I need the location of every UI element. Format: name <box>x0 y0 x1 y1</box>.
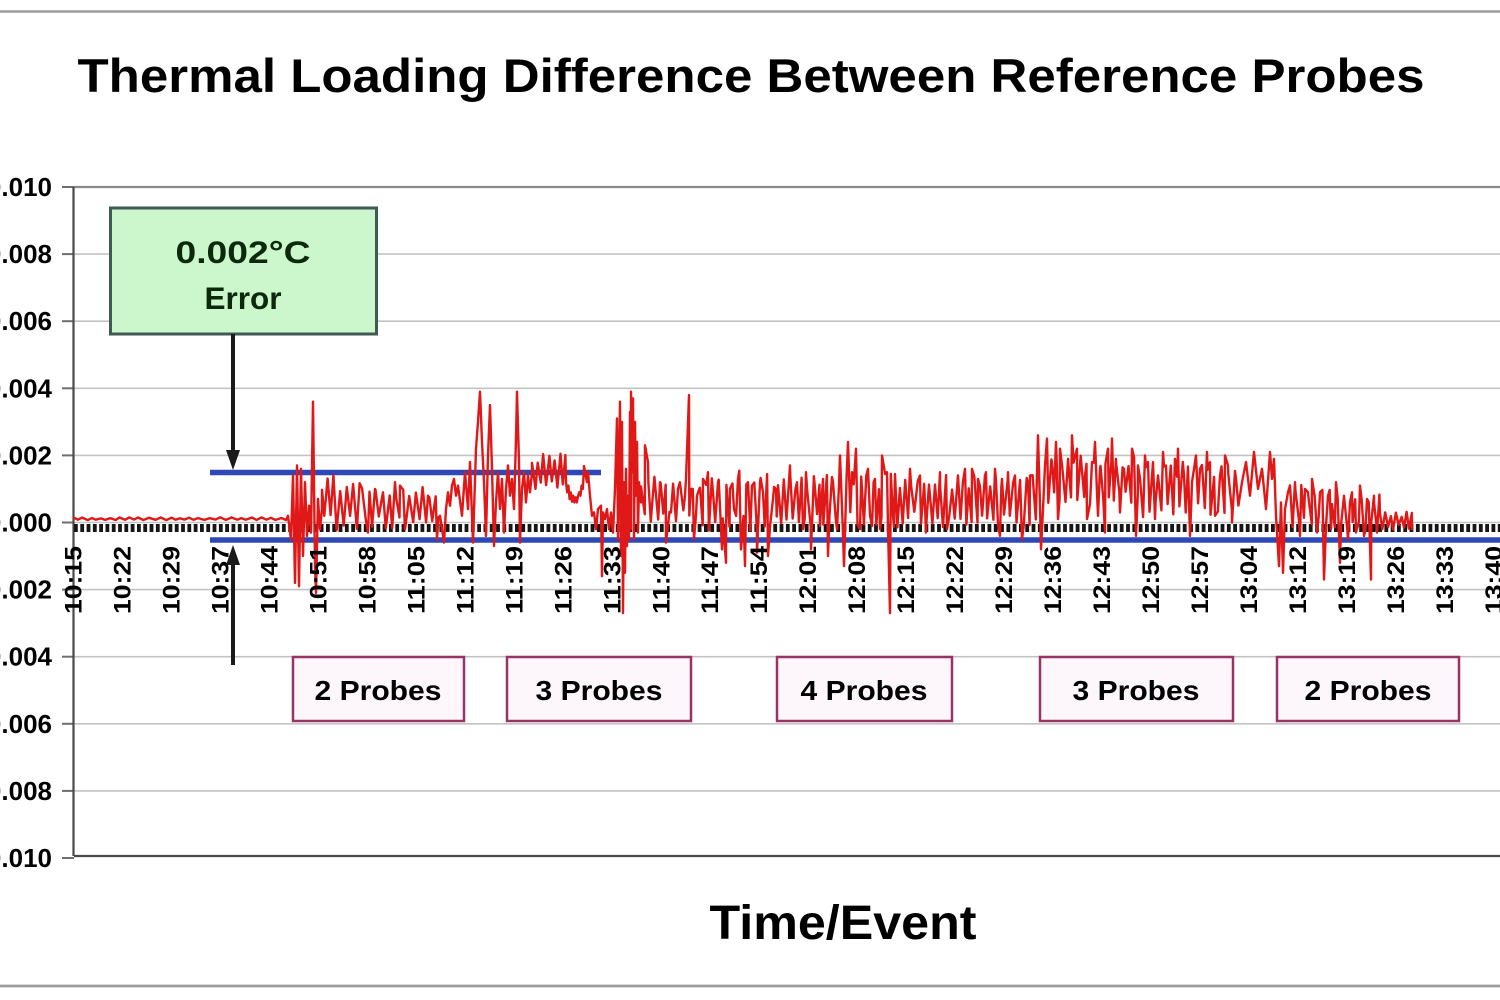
svg-text:0.000: 0.000 <box>0 508 52 538</box>
svg-text:11:33: 11:33 <box>599 546 626 614</box>
svg-text:10:58: 10:58 <box>354 546 381 614</box>
svg-text:13:33: 13:33 <box>1432 546 1459 614</box>
svg-text:10:15: 10:15 <box>61 546 88 614</box>
svg-text:10:51: 10:51 <box>305 546 332 614</box>
svg-text:0.004: 0.004 <box>0 373 53 403</box>
svg-text:0.006: 0.006 <box>0 306 52 336</box>
svg-text:4 Probes: 4 Probes <box>801 675 928 706</box>
svg-text:2 Probes: 2 Probes <box>1305 675 1432 706</box>
svg-text:12:15: 12:15 <box>893 546 920 614</box>
svg-text:11:05: 11:05 <box>403 546 430 614</box>
svg-text:-0.002: -0.002 <box>0 575 52 605</box>
svg-text:13:40: 13:40 <box>1481 546 1500 614</box>
svg-text:3 Probes: 3 Probes <box>1073 675 1200 706</box>
svg-text:13:12: 13:12 <box>1285 546 1312 614</box>
svg-text:3 Probes: 3 Probes <box>536 675 663 706</box>
svg-text:0.010: 0.010 <box>0 172 52 202</box>
svg-text:-0.004: -0.004 <box>0 642 53 672</box>
svg-text:0.002°C: 0.002°C <box>176 234 311 270</box>
svg-text:-0.006: -0.006 <box>0 709 52 739</box>
svg-text:12:43: 12:43 <box>1089 546 1116 614</box>
svg-text:12:57: 12:57 <box>1187 546 1214 614</box>
svg-text:-0.010: -0.010 <box>0 843 52 873</box>
svg-text:11:26: 11:26 <box>550 546 577 614</box>
svg-text:12:08: 12:08 <box>844 546 871 614</box>
svg-text:2 Probes: 2 Probes <box>315 675 442 706</box>
svg-text:-0.008: -0.008 <box>0 776 52 806</box>
svg-text:13:19: 13:19 <box>1334 546 1361 614</box>
svg-text:11:47: 11:47 <box>697 546 724 614</box>
svg-text:12:22: 12:22 <box>942 546 969 614</box>
svg-text:11:19: 11:19 <box>501 546 528 614</box>
svg-text:11:12: 11:12 <box>452 546 479 614</box>
svg-text:13:26: 13:26 <box>1383 546 1410 614</box>
svg-text:0.008: 0.008 <box>0 239 52 269</box>
svg-text:10:22: 10:22 <box>110 546 137 614</box>
svg-text:12:36: 12:36 <box>1040 546 1067 614</box>
svg-text:11:54: 11:54 <box>746 546 773 614</box>
svg-text:11:40: 11:40 <box>648 546 675 614</box>
svg-text:Error: Error <box>205 280 282 316</box>
svg-text:10:29: 10:29 <box>159 546 186 614</box>
svg-text:13:04: 13:04 <box>1236 546 1263 614</box>
svg-text:12:01: 12:01 <box>795 546 822 614</box>
svg-text:0.002: 0.002 <box>0 440 52 470</box>
svg-text:12:50: 12:50 <box>1138 546 1165 614</box>
svg-text:Time/Event: Time/Event <box>710 897 977 950</box>
svg-text:12:29: 12:29 <box>991 546 1018 614</box>
svg-text:Thermal Loading Difference Bet: Thermal Loading Difference Between Refer… <box>78 50 1425 103</box>
svg-text:10:44: 10:44 <box>256 546 283 614</box>
